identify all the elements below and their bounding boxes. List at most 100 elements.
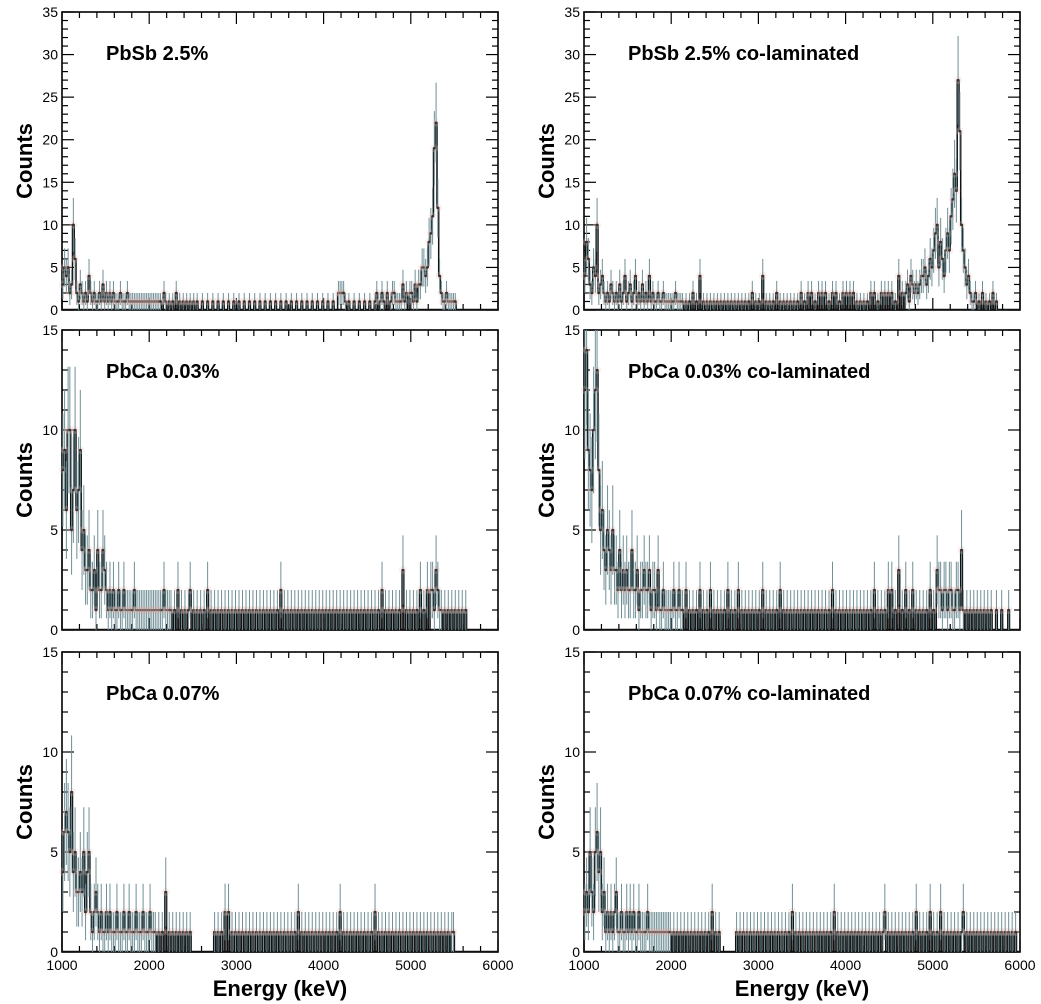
data-point bbox=[244, 608, 248, 612]
data-point bbox=[625, 910, 629, 914]
data-point bbox=[914, 283, 918, 286]
data-point bbox=[646, 910, 649, 914]
data-point bbox=[105, 910, 108, 914]
data-point bbox=[621, 291, 625, 295]
data-point bbox=[815, 930, 819, 934]
data-point bbox=[63, 266, 66, 269]
data-point bbox=[594, 850, 597, 854]
data-point bbox=[972, 608, 976, 612]
data-point bbox=[705, 608, 709, 612]
data-point bbox=[89, 291, 93, 295]
data-point bbox=[1000, 608, 1003, 612]
data-point bbox=[630, 930, 634, 934]
data-point bbox=[676, 608, 679, 612]
data-point bbox=[429, 930, 433, 934]
data-point bbox=[962, 249, 965, 252]
data-point bbox=[98, 291, 101, 295]
data-point bbox=[335, 608, 338, 612]
data-point bbox=[613, 300, 616, 303]
data-point bbox=[61, 283, 65, 286]
data-point bbox=[949, 588, 953, 592]
data-point bbox=[290, 930, 293, 934]
data-point bbox=[99, 588, 103, 592]
data-point bbox=[331, 608, 335, 612]
data-point bbox=[864, 930, 867, 934]
data-point bbox=[87, 850, 91, 854]
data-point bbox=[317, 608, 321, 612]
data-point bbox=[227, 300, 230, 303]
data-point bbox=[126, 930, 129, 934]
data-point bbox=[817, 291, 820, 295]
data-point bbox=[1003, 930, 1007, 934]
data-point bbox=[766, 930, 770, 934]
data-point bbox=[305, 300, 309, 303]
data-point bbox=[1014, 930, 1017, 934]
data-point bbox=[587, 448, 590, 452]
data-point bbox=[979, 930, 983, 934]
data-point bbox=[583, 274, 587, 278]
data-point bbox=[798, 930, 801, 934]
data-point bbox=[812, 930, 815, 934]
data-point bbox=[415, 300, 419, 303]
data-point bbox=[932, 608, 935, 612]
data-point bbox=[609, 910, 613, 914]
data-point bbox=[413, 283, 417, 286]
y-tick-label: 0 bbox=[50, 622, 58, 638]
data-point bbox=[907, 930, 911, 934]
data-point bbox=[977, 300, 981, 303]
data-point bbox=[387, 608, 391, 612]
data-point bbox=[356, 930, 359, 934]
data-point bbox=[227, 608, 230, 612]
y-tick-label: 5 bbox=[50, 844, 58, 860]
data-point bbox=[99, 910, 103, 914]
y-tick-label: 20 bbox=[42, 132, 58, 148]
data-point bbox=[113, 930, 117, 934]
data-point bbox=[401, 568, 405, 572]
data-point bbox=[269, 608, 272, 612]
data-point bbox=[859, 300, 862, 303]
data-point bbox=[370, 930, 373, 934]
data-point bbox=[290, 608, 293, 612]
data-point bbox=[262, 608, 265, 612]
data-point bbox=[65, 274, 68, 278]
data-point bbox=[813, 300, 817, 303]
data-point bbox=[897, 568, 901, 572]
y-tick-label: 10 bbox=[42, 217, 58, 233]
data-point bbox=[99, 300, 103, 303]
data-point bbox=[693, 930, 697, 934]
data-point bbox=[989, 608, 993, 612]
data-point bbox=[399, 300, 403, 303]
data-point bbox=[450, 608, 454, 612]
data-point bbox=[623, 588, 627, 592]
data-point bbox=[921, 274, 925, 278]
data-point bbox=[192, 300, 195, 303]
data-point bbox=[106, 608, 110, 612]
data-point bbox=[747, 300, 751, 303]
data-point bbox=[757, 608, 761, 612]
panel-title: PbCa 0.07% co-laminated bbox=[628, 683, 870, 705]
data-point bbox=[286, 930, 290, 934]
data-point bbox=[627, 291, 630, 295]
data-point bbox=[84, 910, 87, 914]
data-point bbox=[860, 930, 864, 934]
data-point bbox=[595, 368, 599, 372]
data-point bbox=[405, 291, 408, 295]
data-point bbox=[927, 274, 930, 278]
data-point bbox=[820, 291, 824, 295]
data-point bbox=[799, 291, 803, 295]
data-point bbox=[310, 930, 314, 934]
data-point bbox=[293, 608, 297, 612]
data-point bbox=[614, 890, 618, 894]
data-point bbox=[949, 215, 953, 218]
data-point bbox=[70, 790, 73, 794]
data-point bbox=[914, 608, 918, 612]
data-point bbox=[979, 608, 983, 612]
data-point bbox=[942, 930, 946, 934]
data-point bbox=[887, 588, 890, 592]
data-point bbox=[122, 588, 126, 592]
data-point bbox=[251, 608, 255, 612]
data-point bbox=[359, 608, 363, 612]
data-point bbox=[592, 428, 595, 432]
data-point bbox=[698, 588, 702, 592]
data-point bbox=[768, 608, 772, 612]
